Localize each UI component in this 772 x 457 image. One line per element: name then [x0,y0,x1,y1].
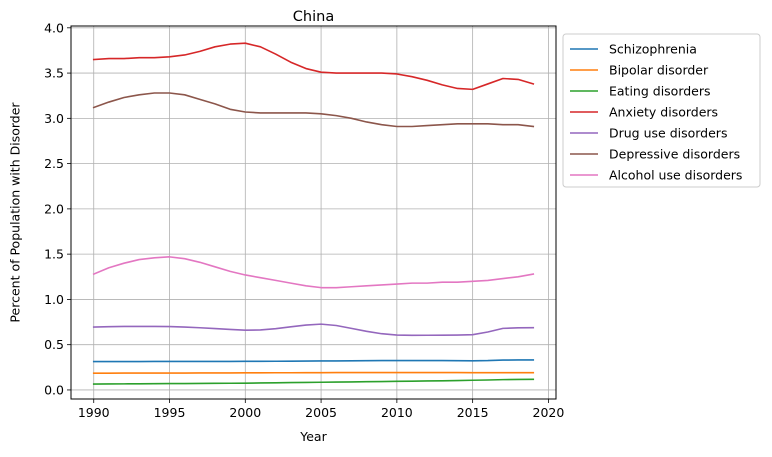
y-tick-label: 0.0 [44,382,64,397]
x-tick-label: 2005 [305,405,337,420]
series-line-eating-disorders [92,378,535,385]
y-tick-label: 3.5 [44,66,64,81]
x-tick-label: 1995 [154,405,186,420]
legend-items: Schizophrenia Bipolar disorder Eating diso… [570,42,742,183]
series-line-bipolar-disorder [92,371,535,375]
legend-box [562,33,761,188]
series-lines [92,42,535,385]
legend-label-drug-use-disorders: Drug use disorders [609,126,727,141]
series-line-alcohol-use-disorders [92,256,535,289]
y-axis-label: Percent of Population with Disorder [8,102,23,323]
legend-label-bipolar-disorder: Bipolar disorder [609,63,709,78]
axis-tick-labels: 1990 1995 2000 2005 2010 2015 2020 0.0 0.5 1.0 1.5… [44,20,564,420]
y-tick-label: 0.5 [44,337,64,352]
x-axis-label: Year [299,429,327,444]
y-tick-label: 3.0 [44,111,64,126]
legend-label-alcohol-use-disorders: Alcohol use disorders [609,168,742,183]
legend-label-schizophrenia: Schizophrenia [609,42,697,57]
grid [71,26,556,399]
x-tick-label: 2000 [229,405,261,420]
y-tick-label: 2.5 [44,156,64,171]
x-tick-label: 2020 [533,405,565,420]
legend: Schizophrenia Bipolar disorder Eating diso… [562,33,761,188]
chart-title: China [293,9,334,25]
legend-label-depressive-disorders: Depressive disorders [609,147,740,162]
series-line-depressive-disorders [92,92,535,128]
series-line-schizophrenia [92,359,535,363]
legend-label-anxiety-disorders: Anxiety disorders [609,105,718,120]
x-tick-label: 1990 [78,405,110,420]
y-tick-label: 1.5 [44,247,64,262]
axis-ticks [67,27,549,403]
legend-label-eating-disorders: Eating disorders [609,84,711,99]
x-tick-label: 2010 [381,405,413,420]
y-tick-label: 1.0 [44,292,64,307]
y-tick-label: 4.0 [44,20,64,35]
y-tick-label: 2.0 [44,201,64,216]
series-line-anxiety-disorders [92,42,535,91]
x-tick-label: 2015 [457,405,489,420]
plot-area-frame [70,25,557,400]
series-line-drug-use-disorders [92,323,535,337]
